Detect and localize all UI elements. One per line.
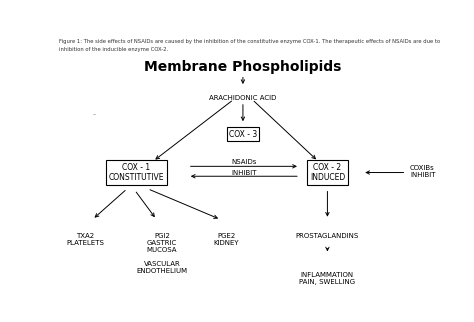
Text: NSAIDs: NSAIDs (231, 159, 256, 165)
Text: COX - 1
CONSTITUTIVE: COX - 1 CONSTITUTIVE (109, 163, 164, 182)
Text: ARACHIDONIC ACID: ARACHIDONIC ACID (209, 95, 277, 101)
Text: inhibition of the inducible enzyme COX-2.: inhibition of the inducible enzyme COX-2… (59, 47, 168, 52)
Text: COX - 3: COX - 3 (229, 129, 257, 138)
Text: PGI2
GASTRIC
MUCOSA
 
VASCULAR
ENDOTHELIUM: PGI2 GASTRIC MUCOSA VASCULAR ENDOTHELIUM (137, 233, 188, 274)
Text: INHIBIT: INHIBIT (231, 170, 256, 176)
Text: TXA2
PLATELETS: TXA2 PLATELETS (66, 233, 104, 246)
Text: Membrane Phospholipids: Membrane Phospholipids (144, 60, 342, 74)
Text: INFLAMMATION
PAIN, SWELLING: INFLAMMATION PAIN, SWELLING (300, 272, 356, 285)
Text: PGE2
KIDNEY: PGE2 KIDNEY (214, 233, 239, 246)
Text: COX - 2
INDUCED: COX - 2 INDUCED (310, 163, 345, 182)
Text: Figure 1: The side effects of NSAIDs are caused by the inhibition of the constit: Figure 1: The side effects of NSAIDs are… (59, 39, 440, 44)
Text: COXIBs
INHIBIT: COXIBs INHIBIT (410, 165, 436, 178)
Text: PROSTAGLANDINS: PROSTAGLANDINS (296, 233, 359, 239)
Text: -: - (92, 110, 96, 119)
